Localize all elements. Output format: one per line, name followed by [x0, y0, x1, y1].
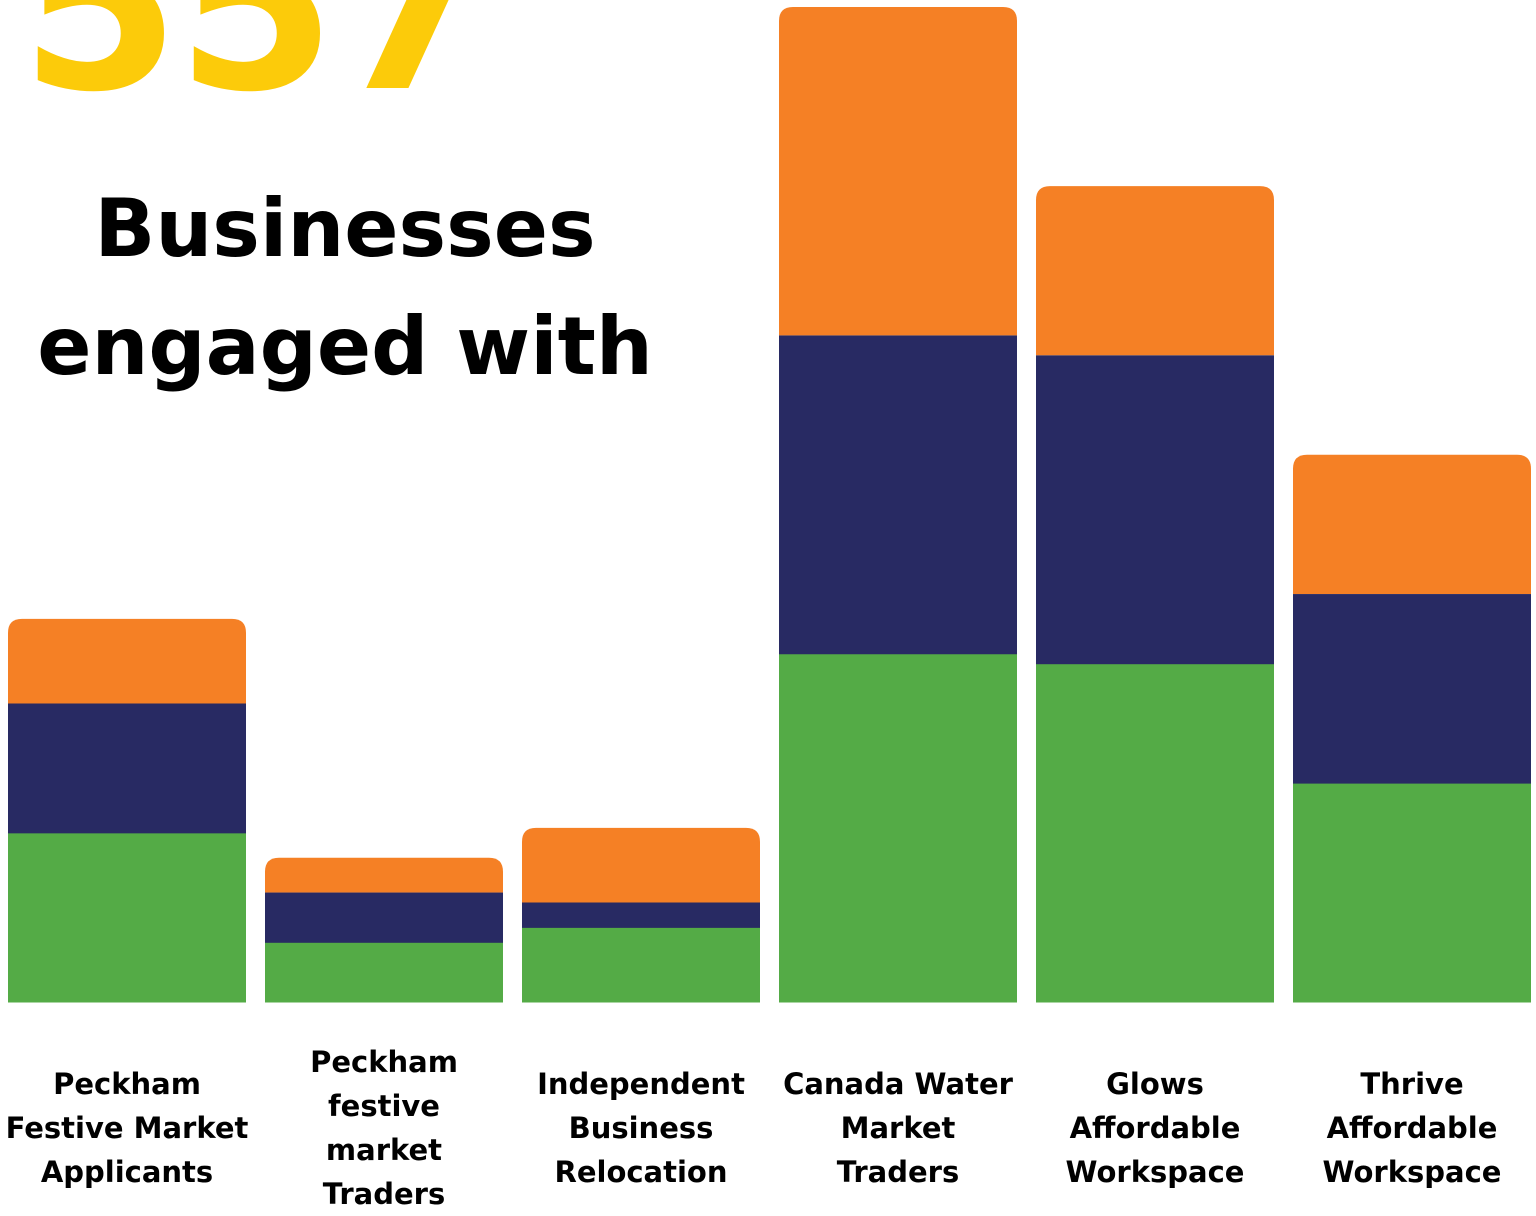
- category-label-line: Market: [840, 1111, 956, 1145]
- category-label-line: festive: [328, 1089, 440, 1123]
- category-label-line: Festive Market: [5, 1111, 249, 1145]
- bar-5-segment-green: [1036, 663, 1274, 1003]
- category-label-line: market: [325, 1133, 443, 1167]
- category-label-line: Applicants: [40, 1155, 214, 1189]
- headline-line-2: engaged with: [37, 300, 653, 393]
- category-label-6: Thrive Affordable Workspace: [1284, 1062, 1536, 1194]
- category-label-line: Canada Water: [783, 1067, 1013, 1101]
- bar-5-segment-navy: [1036, 355, 1274, 665]
- category-label-line: Thrive: [1360, 1067, 1464, 1101]
- bar-6-segment-orange: [1293, 454, 1531, 595]
- category-label-line: Affordable: [1069, 1111, 1241, 1145]
- headline: Businesses engaged with: [30, 170, 660, 406]
- category-label-1: Peckham Festive Market Applicants: [0, 1062, 255, 1194]
- category-label-line: Affordable: [1326, 1111, 1498, 1145]
- bar-6-segment-navy: [1293, 594, 1531, 784]
- category-label-line: Glows: [1106, 1067, 1204, 1101]
- category-label-line: Peckham: [310, 1045, 458, 1079]
- bar-4-segment-navy: [779, 335, 1017, 655]
- bar-1-segment-green: [8, 832, 246, 1003]
- category-label-4: Canada Water Market Traders: [770, 1062, 1026, 1194]
- category-label-line: Relocation: [554, 1155, 728, 1189]
- category-label-5: Glows Affordable Workspace: [1027, 1062, 1283, 1194]
- category-label-3: Independent Business Relocation: [513, 1062, 769, 1194]
- bar-2-segment-green: [265, 942, 503, 1003]
- category-label-line: Independent: [537, 1067, 745, 1101]
- bar-3-segment-orange: [522, 827, 760, 903]
- bar-5-segment-orange: [1036, 186, 1274, 356]
- bar-1-segment-navy: [8, 703, 246, 834]
- category-label-2: Peckham festive market Traders: [256, 1040, 512, 1216]
- bar-2-segment-navy: [265, 892, 503, 943]
- category-label-line: Workspace: [1065, 1155, 1245, 1189]
- bar-2-segment-orange: [265, 857, 503, 893]
- bar-6-segment-green: [1293, 783, 1531, 1003]
- bar-4-segment-orange: [779, 7, 1017, 336]
- total-businesses-number: 557: [20, 0, 660, 130]
- bar-3-segment-green: [522, 927, 760, 1003]
- category-label-line: Workspace: [1322, 1155, 1502, 1189]
- bar-3-segment-navy: [522, 902, 760, 928]
- bar-4-segment-green: [779, 653, 1017, 1003]
- category-label-line: Peckham: [53, 1067, 201, 1101]
- bar-1-segment-orange: [8, 618, 246, 704]
- category-label-line: Business: [568, 1111, 714, 1145]
- category-label-line: Traders: [322, 1177, 446, 1211]
- category-label-line: Traders: [836, 1155, 960, 1189]
- headline-line-1: Businesses: [94, 182, 596, 275]
